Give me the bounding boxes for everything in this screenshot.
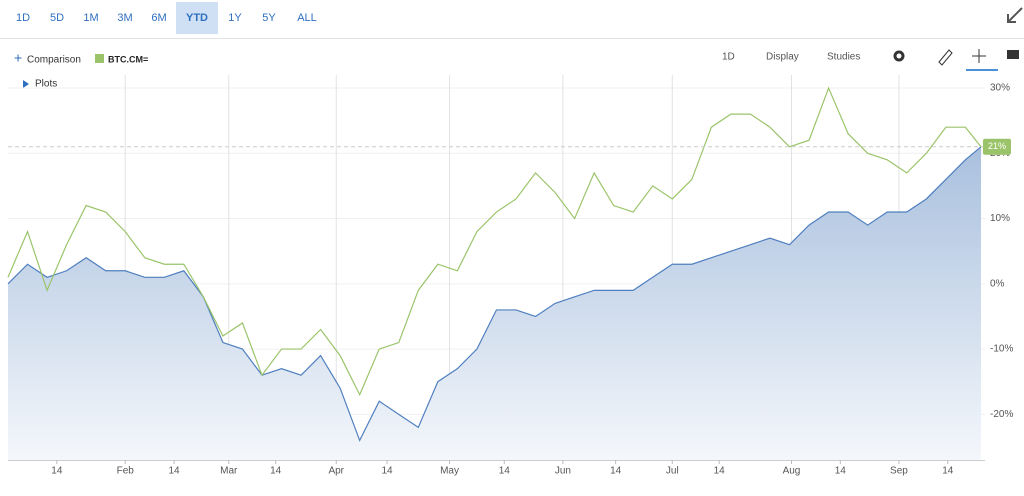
y-tick-label: 10% [990,213,1010,224]
interval-button[interactable]: 1D [722,52,735,63]
range-button[interactable]: 5Y [262,12,276,24]
plots-toggle[interactable] [23,80,29,88]
x-tick-label: Aug [783,466,801,477]
x-tick-label: Apr [328,466,344,477]
x-tick-label: Mar [220,466,238,477]
range-button[interactable]: YTD [186,12,208,24]
legend-swatch [95,54,104,63]
legend-label[interactable]: BTC.CM= [108,54,148,64]
y-tick-label: -10% [990,344,1013,355]
x-tick-label: 14 [835,466,847,477]
x-tick-label: 14 [381,466,393,477]
range-button[interactable]: 1M [83,12,98,24]
x-tick-label: May [440,466,459,477]
x-tick-label: 14 [499,466,511,477]
range-button[interactable]: 1D [16,12,30,24]
expand-icon[interactable] [1007,7,1023,23]
series-line [7,146,982,442]
range-selected-bg [176,2,218,34]
settings-icon[interactable] [893,50,905,62]
x-tick-label: Feb [117,466,135,477]
y-tick-label: -20% [990,409,1013,420]
plot-area: -20%-10%0%10%20%30%14Feb14Mar14Apr14May1… [7,75,1013,477]
area [8,146,981,460]
studies-button[interactable]: Studies [827,52,860,63]
range-button[interactable]: 3M [117,12,132,24]
draw-icon[interactable] [938,49,953,66]
x-tick-label: Sep [890,466,908,477]
range-button[interactable]: 1Y [228,12,242,24]
comment-icon[interactable] [1007,50,1019,59]
x-tick-label: Jun [555,466,571,477]
crosshair-icon[interactable] [972,49,986,63]
series-line [7,86,982,397]
comparison-button[interactable]: Comparison [27,55,81,66]
x-tick-label: 14 [169,466,181,477]
x-tick-label: 14 [51,466,63,477]
x-tick-label: Jul [666,466,679,477]
last-value-badge [983,138,1011,155]
display-button[interactable]: Display [766,52,799,63]
plots-label[interactable]: Plots [35,79,57,90]
x-tick-label: 14 [942,466,954,477]
y-tick-label: 30% [990,83,1010,94]
range-button[interactable]: 5D [50,12,64,24]
plus-icon: + [14,50,22,66]
range-button[interactable]: 6M [151,12,166,24]
x-tick-label: 14 [270,466,282,477]
range-button[interactable]: ALL [297,12,317,24]
x-tick-label: 14 [610,466,622,477]
y-tick-label: 0% [990,278,1005,289]
last-value-label: 21% [988,141,1006,151]
x-tick-label: 14 [714,466,726,477]
